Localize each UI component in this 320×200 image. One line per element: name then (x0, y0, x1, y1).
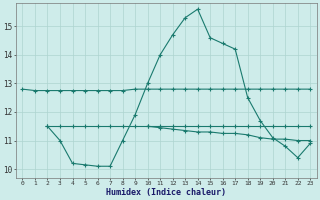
X-axis label: Humidex (Indice chaleur): Humidex (Indice chaleur) (106, 188, 226, 197)
